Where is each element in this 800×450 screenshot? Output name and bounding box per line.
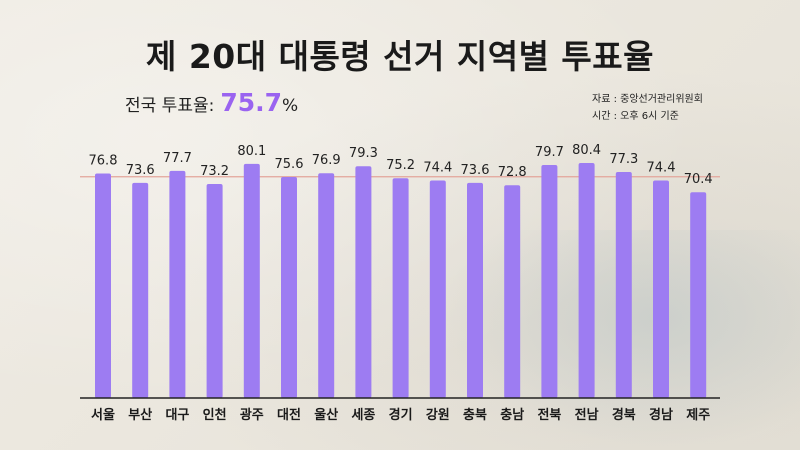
x-tick-label: 부산 bbox=[128, 407, 152, 423]
x-tick-label: 대구 bbox=[165, 408, 189, 423]
x-tick-label: 울산 bbox=[314, 407, 338, 423]
national-turnout-unit: % bbox=[282, 96, 299, 116]
data-label: 75.2 bbox=[386, 158, 415, 173]
x-tick-label: 대전 bbox=[277, 407, 301, 423]
x-tick-label: 인천 bbox=[203, 407, 227, 423]
national-turnout-label: 전국 투표율: bbox=[125, 96, 215, 116]
x-tick-label: 서울 bbox=[91, 407, 115, 423]
x-tick-label: 전남 bbox=[575, 407, 599, 423]
data-label: 80.1 bbox=[237, 144, 266, 159]
chart-title: 제 20대 대통령 선거 지역별 투표율 bbox=[145, 37, 655, 76]
bar bbox=[615, 172, 632, 398]
bar bbox=[95, 173, 111, 398]
national-turnout-value: 75.7 bbox=[220, 88, 283, 117]
data-label: 73.6 bbox=[461, 163, 490, 178]
x-tick-label: 경남 bbox=[649, 407, 673, 423]
data-label: 74.4 bbox=[647, 161, 676, 176]
x-tick-label: 충남 bbox=[500, 407, 524, 423]
x-tick-label: 전북 bbox=[537, 407, 561, 423]
data-label: 79.7 bbox=[535, 145, 564, 160]
x-tick-label: 강원 bbox=[426, 407, 450, 423]
data-label: 70.4 bbox=[684, 172, 713, 187]
bar bbox=[392, 178, 409, 398]
bar bbox=[467, 182, 483, 398]
bar bbox=[690, 192, 707, 398]
x-tick-label: 경북 bbox=[612, 407, 636, 423]
data-label: 73.2 bbox=[200, 164, 229, 179]
source-note: 자료 : 중앙선거관리위원회 시간 : 오후 6시 기준 bbox=[592, 91, 703, 125]
data-label: 75.6 bbox=[275, 157, 304, 172]
national-turnout: 전국 투표율: 75.7% bbox=[125, 88, 298, 117]
bar bbox=[169, 170, 186, 398]
data-label: 74.4 bbox=[423, 161, 452, 176]
bar bbox=[653, 180, 669, 398]
bar bbox=[429, 180, 446, 398]
bar bbox=[132, 182, 149, 398]
bar bbox=[281, 177, 297, 398]
data-label: 76.8 bbox=[89, 154, 118, 169]
x-tick-label: 경기 bbox=[389, 407, 413, 423]
data-label: 76.9 bbox=[312, 153, 341, 168]
bar bbox=[318, 173, 335, 398]
source-line: 자료 : 중앙선거관리위원회 bbox=[592, 94, 703, 105]
data-label: 72.8 bbox=[498, 165, 527, 180]
data-label: 77.3 bbox=[609, 152, 638, 167]
bar bbox=[355, 166, 372, 398]
bar bbox=[243, 163, 260, 398]
x-tick-label: 광주 bbox=[240, 408, 264, 423]
x-tick-label: 제주 bbox=[686, 408, 710, 423]
x-tick-label: 세종 bbox=[351, 408, 375, 423]
bar bbox=[206, 184, 223, 398]
bar bbox=[541, 165, 558, 398]
data-label: 79.3 bbox=[349, 146, 378, 161]
data-label: 77.7 bbox=[163, 151, 192, 166]
data-label: 73.6 bbox=[126, 163, 155, 178]
time-line: 시간 : 오후 6시 기준 bbox=[592, 111, 679, 122]
data-label: 80.4 bbox=[572, 143, 601, 158]
x-tick-label: 충북 bbox=[463, 407, 487, 423]
bar bbox=[504, 185, 521, 398]
bar bbox=[578, 163, 595, 398]
